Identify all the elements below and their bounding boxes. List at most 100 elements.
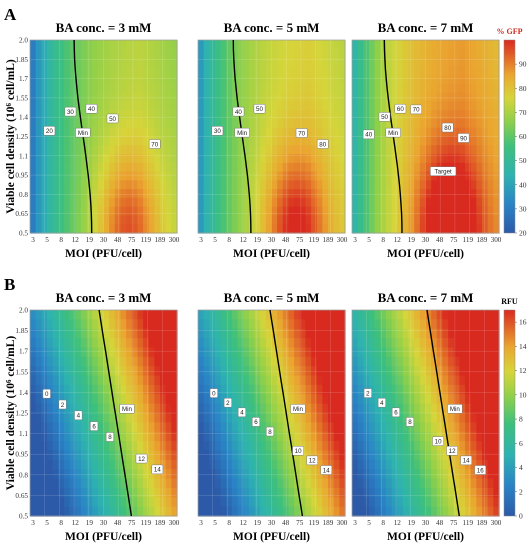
heat-cell [92,310,99,320]
heat-cell [339,145,346,155]
heat-cell [203,206,210,217]
heat-cell [380,384,387,395]
heat-cell [75,347,82,358]
heat-cell [63,487,71,498]
heat-cell [391,478,398,489]
heat-cell [322,431,329,442]
heat-cell [203,459,210,470]
heat-cell [97,154,105,164]
heat-cell [453,136,461,146]
heat-cell [171,478,178,489]
heat-cell [408,180,415,190]
heat-cell [493,487,500,498]
heat-cell [397,487,404,498]
heat-cell [419,206,427,217]
heat-cell [265,171,273,181]
heat-cell [333,118,340,129]
heat-cell [214,101,222,111]
heat-cell [237,310,244,320]
heat-cell [203,413,210,423]
heat-cell [220,497,227,508]
heat-cell [311,347,318,358]
heat-cell [209,145,216,155]
heat-cell [448,413,455,423]
heat-cell [431,413,438,423]
heat-cell [86,310,93,320]
heat-cell [425,206,432,217]
heat-cell [114,375,122,386]
heat-cell [425,338,432,349]
heat-cell [311,328,318,339]
x-axis-label: MOI (PFU/cell) [233,248,310,260]
heat-cell [271,66,278,76]
heat-cell [137,40,144,50]
heat-cell [198,497,205,508]
heat-cell [305,189,312,199]
heat-cell [333,40,340,50]
heat-cell [459,328,466,339]
contour-label: 6 [92,423,96,430]
heat-cell [148,224,155,234]
heat-cell [165,328,172,339]
heat-cell [148,459,155,470]
heat-cell [482,145,489,155]
heat-cell [35,413,42,423]
heat-cell [137,431,144,442]
heat-cell [92,497,99,508]
heat-cell [109,180,116,190]
heat-cell [114,206,122,217]
heat-cell [52,48,59,59]
heat-cell [231,40,239,50]
heat-cell [63,413,71,423]
heat-cell [126,413,133,423]
heat-cell [311,403,318,414]
heat-cell [288,75,295,85]
heat-cell [470,136,477,146]
heat-cell [448,478,455,489]
heat-cell [380,215,387,225]
heat-cell [476,206,483,217]
heat-cell [397,118,404,129]
heat-cell [154,422,161,433]
heat-cell [482,403,489,414]
heat-cell [214,403,222,414]
heat-cell [160,136,167,146]
heat-cell [58,75,65,85]
heat-cell [198,75,205,85]
heat-cell [203,75,210,85]
heat-cell [46,366,54,377]
heat-cell [231,224,239,234]
heat-cell [271,366,278,377]
heat-cell [254,403,261,414]
heat-cell [282,450,290,461]
heat-cell [294,422,301,433]
heat-cell [271,347,278,358]
heat-cell [363,75,370,85]
heat-cell [97,450,105,461]
heat-cell [493,338,500,349]
heat-cell [352,459,359,470]
heat-cell [397,145,404,155]
x-tick-label: 300 [337,236,348,244]
heat-cell [368,136,376,146]
heat-cell [493,394,500,405]
heat-cell [52,215,59,225]
subplot-b-3: BA conc. = 7 mM3 5 8 12 19 30 48 75 119 189 300MOI… [351,290,502,543]
heat-cell [243,375,250,386]
heat-cell [143,48,150,59]
heat-cell [363,206,370,217]
heat-cell [282,375,290,386]
heat-cell [288,384,295,395]
heat-cell [109,66,116,76]
min-contour-line [98,309,133,517]
x-tick-label: 30 [268,236,276,244]
heat-cell [231,478,239,489]
y-tick-label: 0.65 [15,492,28,500]
heat-cell [368,101,376,111]
heat-cell [316,478,323,489]
heat-cell [288,40,295,50]
heat-cell [305,206,312,217]
heat-cell [265,487,273,498]
heat-cell [453,162,461,173]
heat-cell [243,118,250,129]
